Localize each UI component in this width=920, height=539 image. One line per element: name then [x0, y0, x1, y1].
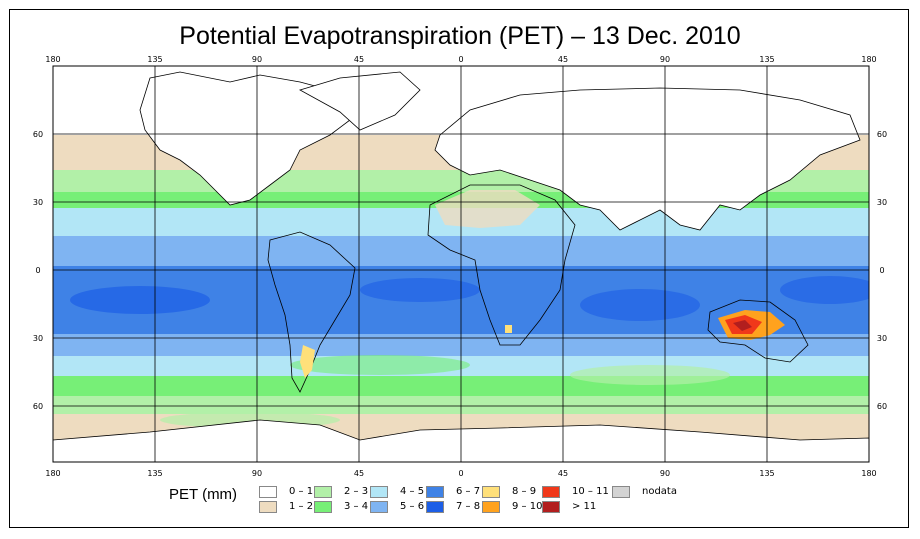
legend-label: 1 – 2 [289, 501, 314, 512]
tick-label: 0 [35, 266, 40, 275]
tick-label: 180 [45, 469, 60, 478]
legend-swatch [612, 486, 630, 498]
legend-label: 8 – 9 [512, 486, 537, 497]
tick-label: 60 [877, 402, 887, 411]
tick-label: 0 [879, 266, 884, 275]
tick-label: 45 [354, 469, 364, 478]
tick-label: 90 [660, 469, 670, 478]
tick-label: 90 [252, 469, 262, 478]
patch-7-8 [580, 289, 700, 321]
legend-label: 10 – 11 [572, 486, 609, 497]
tick-label: 0 [458, 55, 463, 64]
tick-label: 45 [354, 55, 364, 64]
figure-frame [9, 9, 909, 528]
legend-label: nodata [642, 486, 677, 497]
legend-swatch [370, 501, 388, 513]
legend-label: 2 – 3 [344, 486, 369, 497]
legend-swatch [426, 486, 444, 498]
southern-africa-high [505, 325, 512, 333]
patch-3-4 [290, 355, 470, 375]
patch-7-8 [360, 278, 480, 302]
tick-label: 60 [877, 130, 887, 139]
tick-label: 30 [877, 334, 887, 343]
left-latitude-ticks: 60 30 0 30 60 [33, 130, 43, 411]
tick-label: 45 [558, 469, 568, 478]
legend-label: 7 – 8 [456, 501, 481, 512]
tick-label: 30 [33, 198, 43, 207]
legend-label: 3 – 4 [344, 501, 369, 512]
legend-swatch [259, 501, 277, 513]
legend-swatch [259, 486, 277, 498]
right-latitude-ticks: 60 30 0 30 60 [877, 130, 887, 411]
tick-label: 0 [458, 469, 463, 478]
patch-2-3 [570, 365, 730, 385]
top-longitude-ticks: 180 135 90 45 0 45 90 135 180 [45, 55, 876, 64]
legend-label: > 11 [572, 501, 597, 512]
tick-label: 135 [759, 469, 774, 478]
tick-label: 135 [147, 469, 162, 478]
tick-label: 180 [861, 469, 876, 478]
tick-label: 90 [660, 55, 670, 64]
legend-label: 0 – 1 [289, 486, 314, 497]
map-border [52, 65, 870, 463]
tick-label: 60 [33, 402, 43, 411]
legend-swatch [482, 486, 500, 498]
tick-label: 45 [558, 55, 568, 64]
tick-label: 180 [861, 55, 876, 64]
tick-label: 135 [759, 55, 774, 64]
tick-label: 30 [877, 198, 887, 207]
legend-title: PET (mm) [169, 486, 238, 503]
legend-swatch [482, 501, 500, 513]
tick-label: 90 [252, 55, 262, 64]
patch-7-8 [780, 276, 869, 304]
pet-field [53, 66, 869, 462]
argentina-high [300, 345, 315, 378]
legend-swatch [314, 486, 332, 498]
eurasia [434, 87, 861, 231]
africa [427, 184, 576, 346]
legend-swatch [542, 486, 560, 498]
tick-label: 180 [45, 55, 60, 64]
tick-label: 60 [33, 130, 43, 139]
legend-label: 6 – 7 [456, 486, 481, 497]
north-america [139, 71, 361, 206]
patch-7-8 [70, 286, 210, 314]
graticule [53, 66, 869, 462]
legend-swatch [370, 486, 388, 498]
legend-label: 4 – 5 [400, 486, 425, 497]
legend-swatch [542, 501, 560, 513]
legend-label: 5 – 6 [400, 501, 425, 512]
tick-label: 30 [33, 334, 43, 343]
australia-gt-11 [733, 320, 752, 331]
greenland [298, 71, 421, 131]
legend-swatch [314, 501, 332, 513]
map-title: Potential Evapotranspiration (PET) – 13 … [179, 22, 741, 50]
bottom-longitude-ticks: 180 135 90 45 0 45 90 135 180 [45, 469, 876, 478]
legend-swatch [426, 501, 444, 513]
legend-label: 9 – 10 [512, 501, 543, 512]
tick-label: 135 [147, 55, 162, 64]
